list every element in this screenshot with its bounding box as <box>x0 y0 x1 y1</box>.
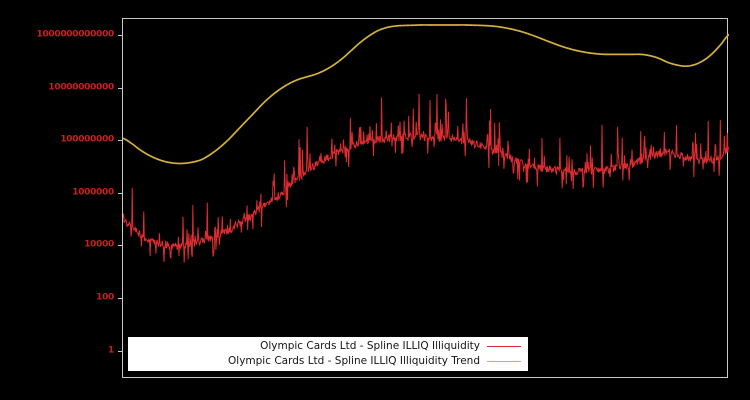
y-tick-label-3: 1000000 <box>72 187 114 198</box>
y-axis-tick-labels: 1000000000000 10000000000 100000000 1000000… <box>0 0 122 400</box>
legend-entry-illiquidity: Olympic Cards Ltd - Spline ILLIQ Illiqui… <box>129 339 521 354</box>
y-tick-label-4: 10000 <box>84 239 114 250</box>
y-tick-mark-3 <box>118 192 122 194</box>
series-spline-illiq-illiquidity-trend <box>123 24 729 165</box>
y-tick-mark-4 <box>118 245 122 247</box>
legend-label-illiquidity: Olympic Cards Ltd - Spline ILLIQ Illiqui… <box>260 340 480 352</box>
legend-swatch-trend <box>487 361 521 362</box>
y-tick-mark-5 <box>118 298 122 299</box>
y-tick-mark-0 <box>118 35 122 36</box>
legend-swatch-illiquidity <box>487 346 521 347</box>
y-tick-label-2: 100000000 <box>60 134 114 145</box>
y-tick-mark-6 <box>118 350 122 352</box>
legend-label-trend: Olympic Cards Ltd - Spline ILLIQ Illiqui… <box>228 355 480 367</box>
y-tick-label-0: 1000000000000 <box>36 29 114 40</box>
y-tick-mark-1 <box>118 87 122 89</box>
y-tick-label-1: 10000000000 <box>48 82 114 93</box>
y-tick-label-6: 1 <box>108 345 114 356</box>
plot-svg <box>123 24 729 263</box>
plot-area <box>122 18 729 378</box>
series-spline-illiq-illiquidity <box>123 93 729 263</box>
y-tick-mark-2 <box>118 140 122 142</box>
y-tick-label-5: 100 <box>96 292 114 303</box>
chart-legend: Olympic Cards Ltd - Spline ILLIQ Illiqui… <box>128 337 528 371</box>
legend-entry-trend: Olympic Cards Ltd - Spline ILLIQ Illiqui… <box>129 354 521 369</box>
